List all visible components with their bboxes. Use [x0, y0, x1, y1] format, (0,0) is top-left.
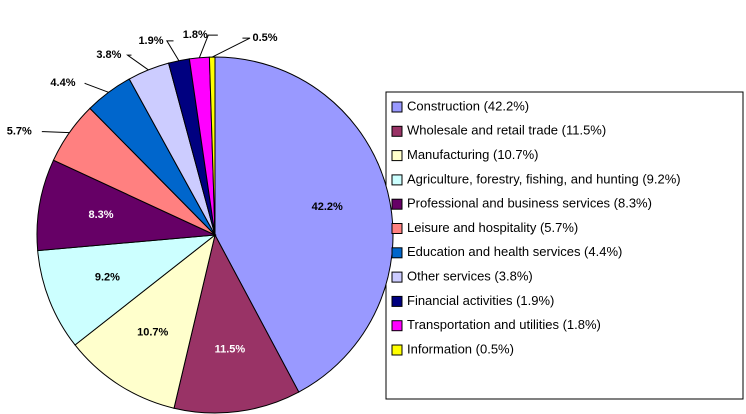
legend-swatch: [391, 125, 403, 137]
pie-slice: [74, 233, 216, 409]
legend-label: Transportation and utilities (1.8%): [407, 317, 601, 332]
pie-slice: [214, 56, 394, 393]
legend-swatch: [391, 295, 403, 307]
data-label: 9.2%: [95, 271, 120, 283]
leader-line: [198, 34, 218, 58]
data-label: 1.9%: [138, 35, 163, 47]
legend-swatch: [391, 150, 403, 162]
legend-label: Education and health services (4.4%): [407, 244, 622, 259]
leader-line: [165, 40, 180, 61]
legend-swatch: [391, 320, 403, 332]
legend-label: Professional and business services (8.3%…: [407, 196, 652, 211]
legend-label: Manufacturing (10.7%): [407, 147, 539, 162]
legend-swatch: [391, 198, 403, 210]
pie-slice: [173, 233, 300, 414]
legend-swatch: [391, 223, 403, 234]
legend-label: Other services (3.8%): [407, 269, 533, 284]
data-label: 5.7%: [7, 125, 32, 137]
legend-swatch: [391, 247, 403, 259]
pie-slice: [36, 159, 217, 252]
leader-line: [84, 82, 109, 93]
leader-line: [211, 37, 251, 58]
legend-swatch: [391, 271, 403, 283]
data-label: 0.5%: [252, 32, 277, 44]
legend-swatch: [391, 101, 403, 113]
leader-line: [126, 54, 149, 71]
legend-box: [385, 91, 744, 400]
legend-swatch: [391, 344, 403, 356]
data-label: 8.3%: [88, 209, 113, 221]
data-label: 3.8%: [96, 49, 121, 61]
data-label: 4.4%: [50, 77, 75, 89]
legend-label: Leisure and hospitality (5.7%): [407, 220, 578, 235]
data-label: 11.5%: [215, 344, 246, 356]
data-label: 1.8%: [183, 29, 208, 41]
legend-label: Information (0.5%): [407, 341, 514, 356]
legend-label: Construction (42.2%): [407, 98, 529, 113]
legend-label: Wholesale and retail trade (11.5%): [407, 123, 606, 138]
legend-label: Financial activities (1.9%): [407, 293, 554, 308]
pie-slice: [37, 234, 217, 346]
data-label: 42.2%: [312, 201, 343, 213]
legend-swatch: [391, 174, 403, 186]
leader-line: [41, 131, 70, 134]
legend-label: Agriculture, forestry, fishing, and hunt…: [407, 171, 681, 186]
data-label: 10.7%: [137, 326, 168, 338]
